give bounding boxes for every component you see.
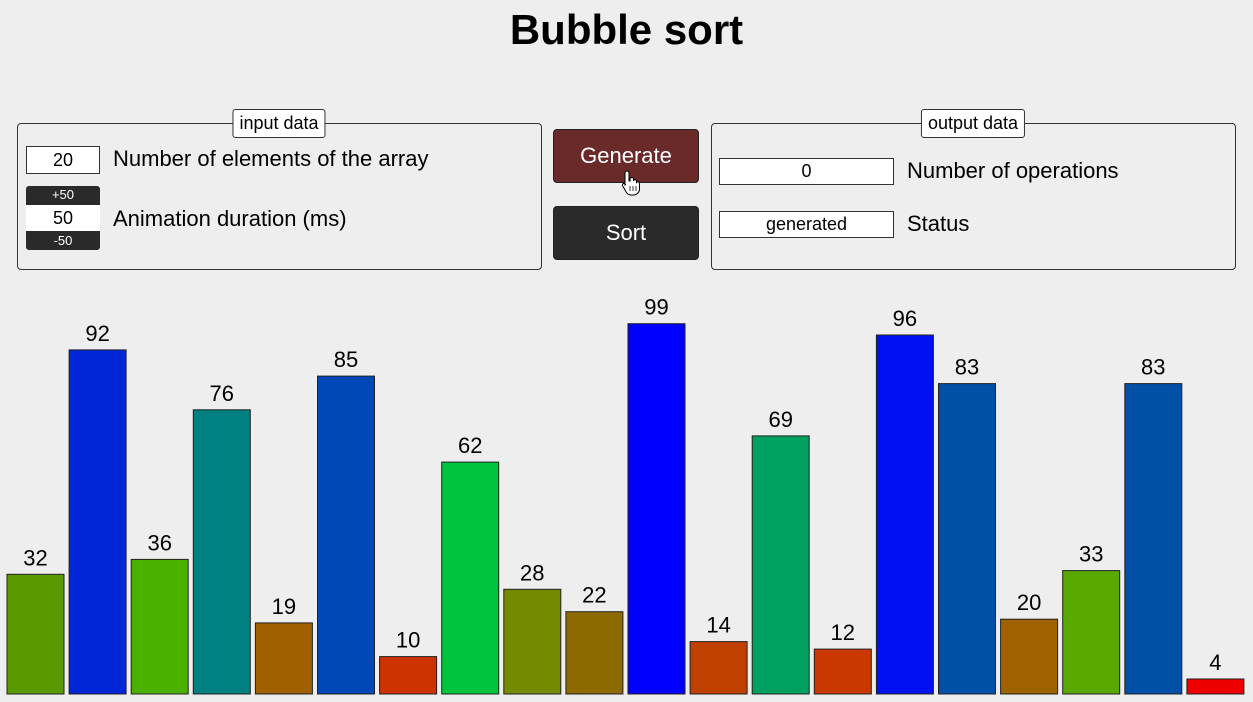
page-title: Bubble sort bbox=[509, 6, 744, 53]
bar-label-19: 83 bbox=[1141, 355, 1165, 380]
input-data-panel: input data Number of elements of the arr… bbox=[17, 109, 542, 270]
bar-label-16: 83 bbox=[955, 355, 979, 380]
bar-4 bbox=[192, 409, 251, 695]
duration-label: Animation duration (ms) bbox=[113, 206, 347, 231]
operations-count-label: Number of operations bbox=[907, 158, 1119, 183]
duration-increase-button[interactable]: +50 bbox=[51, 187, 75, 202]
input-data-legend: input data bbox=[232, 109, 326, 138]
bar-18 bbox=[1062, 570, 1121, 695]
bar-12 bbox=[689, 641, 748, 695]
bar-13 bbox=[751, 435, 810, 695]
bar-19 bbox=[1124, 383, 1183, 695]
output-data-panel: output data Number of operations Status bbox=[711, 109, 1236, 270]
bar-label-5: 19 bbox=[272, 594, 296, 619]
bar-9 bbox=[503, 588, 562, 695]
bar-3 bbox=[130, 558, 189, 695]
bar-label-15: 96 bbox=[893, 306, 917, 331]
bar-label-10: 22 bbox=[582, 583, 606, 608]
status-field bbox=[719, 211, 894, 238]
status-label: Status bbox=[907, 211, 970, 236]
output-data-legend: output data bbox=[920, 109, 1026, 138]
bar-11 bbox=[627, 323, 686, 695]
duration-decrease-button[interactable]: -50 bbox=[53, 233, 73, 248]
bar-label-11: 99 bbox=[644, 295, 668, 320]
bar-label-14: 12 bbox=[831, 620, 855, 645]
sort-button[interactable]: Sort bbox=[553, 206, 699, 260]
elements-count-label: Number of elements of the array bbox=[113, 146, 429, 171]
operations-count-field bbox=[719, 158, 894, 185]
bar-label-9: 28 bbox=[520, 560, 544, 585]
bar-8 bbox=[441, 461, 500, 695]
bar-label-2: 92 bbox=[85, 321, 109, 346]
bar-label-1: 32 bbox=[23, 545, 47, 570]
bar-5 bbox=[254, 622, 313, 695]
bar-7 bbox=[379, 656, 438, 695]
bar-14 bbox=[813, 648, 872, 695]
bar-label-17: 20 bbox=[1017, 590, 1041, 615]
bar-label-8: 62 bbox=[458, 433, 482, 458]
bar-17 bbox=[1000, 618, 1059, 695]
bar-1 bbox=[6, 573, 65, 695]
bar-label-4: 76 bbox=[210, 381, 234, 406]
hand-pointer-icon bbox=[621, 170, 640, 196]
elements-count-input[interactable] bbox=[26, 146, 100, 174]
bar-label-3: 36 bbox=[147, 530, 171, 555]
bar-2 bbox=[68, 349, 127, 695]
bar-label-20: 4 bbox=[1209, 650, 1221, 675]
duration-stepper: +50 -50 bbox=[26, 186, 100, 250]
bar-label-12: 14 bbox=[706, 613, 730, 638]
bar-label-6: 85 bbox=[334, 347, 358, 372]
bar-6 bbox=[317, 375, 375, 695]
duration-input[interactable] bbox=[26, 205, 100, 231]
bar-label-7: 10 bbox=[396, 628, 420, 653]
bar-label-13: 69 bbox=[768, 407, 792, 432]
bar-15 bbox=[875, 334, 934, 695]
bar-20 bbox=[1186, 678, 1245, 695]
bar-16 bbox=[938, 383, 996, 695]
bar-10 bbox=[565, 611, 624, 695]
bar-label-18: 33 bbox=[1079, 542, 1103, 567]
